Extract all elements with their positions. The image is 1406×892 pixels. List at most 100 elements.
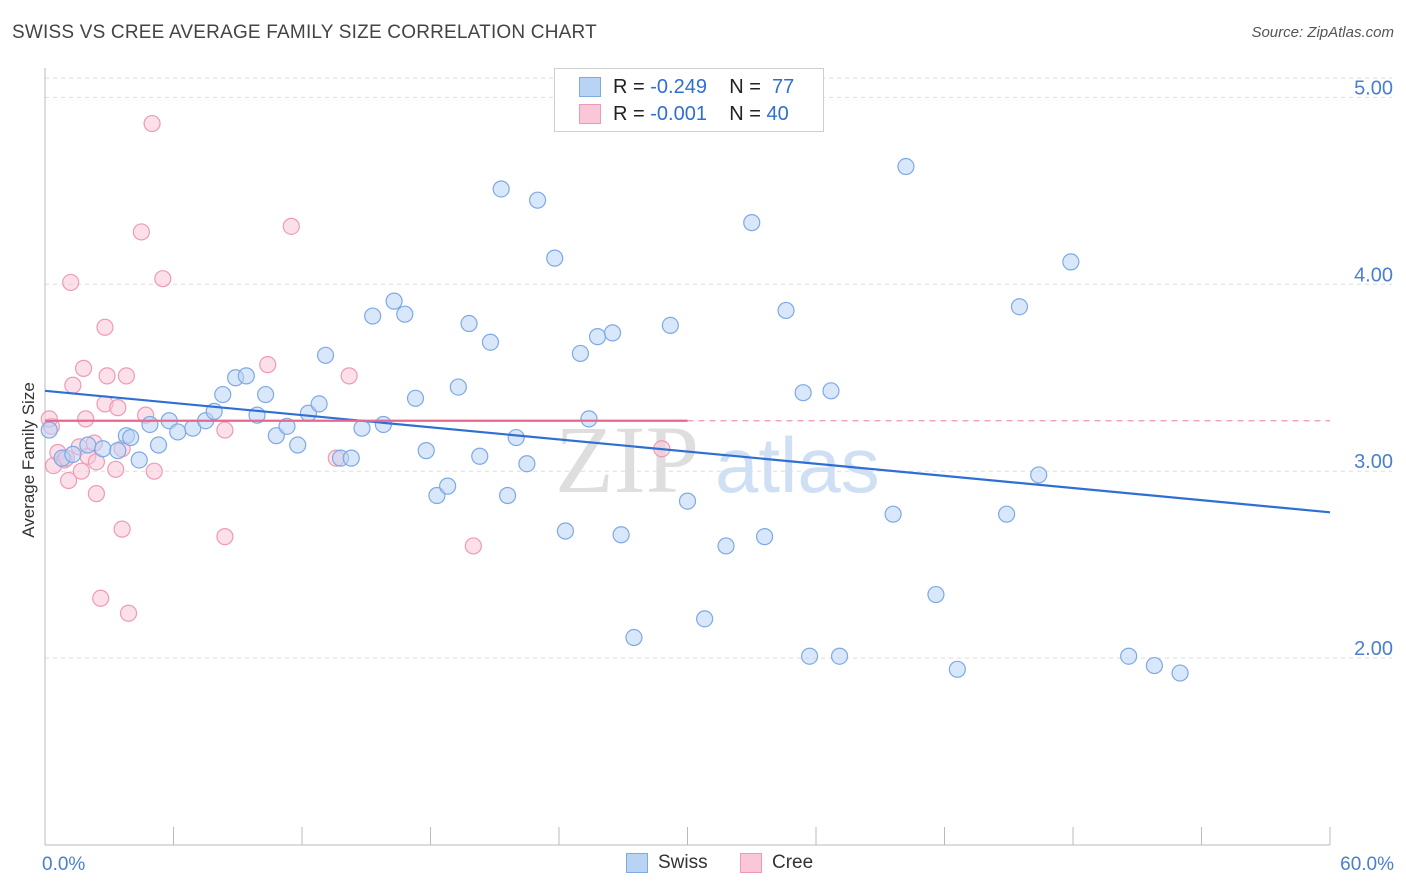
swiss-point [755,528,774,546]
swiss-point [743,214,761,232]
swiss-point [1030,466,1048,484]
swiss-point [603,324,622,342]
cree-point [132,223,150,241]
cree-point [96,318,114,336]
swiss-point [580,410,598,428]
legend-row-swiss: R = -0.249 N = 77 [579,75,794,99]
swiss-point [998,505,1016,523]
swiss-point [396,305,414,323]
swiss-point [439,477,457,495]
swiss-point [278,417,296,435]
legend-r-value: -0.001 [650,102,707,125]
swiss-point [130,451,148,469]
x-tick-label-max: 60.0% [1340,854,1394,875]
y-tick-label: 5.00 [1354,77,1393,99]
cree-point [216,528,234,546]
swiss-point [289,436,307,454]
swiss-swatch [579,77,601,97]
swiss-point [460,314,478,333]
swiss-point [256,385,275,404]
swiss-point [528,191,547,209]
swiss-point [237,367,255,385]
y-tick-label: 4.00 [1354,264,1393,286]
cree-point [259,356,277,374]
y-tick-label: 2.00 [1354,638,1393,660]
cree-legend-label: Cree [772,852,814,873]
swiss-point [588,328,607,346]
swiss-point [342,449,360,467]
swiss-point [948,660,966,678]
swiss-point [79,436,97,454]
swiss-point [1062,253,1080,271]
y-axis-label: Average Family Size [19,382,38,538]
y-tick-labels: 2.00 3.00 4.00 5.00 [1354,77,1393,660]
swiss-point [1120,647,1138,665]
cree-point [62,273,80,292]
trend-lines [44,389,1331,514]
cree-point [154,270,172,288]
swiss-point [385,292,403,310]
swiss-point [884,505,902,523]
watermark-zip: ZIP [555,406,699,513]
swiss-point [417,442,435,460]
swiss-point [518,455,536,473]
cree-swatch [579,104,601,124]
swiss-point [612,526,630,544]
swiss-point [1010,298,1029,316]
cree-point [282,217,300,235]
chart-title: SWISS VS CREE AVERAGE FAMILY SIZE CORREL… [12,22,597,43]
legend-r-label: R = [613,102,645,125]
cree-point [340,367,358,385]
axes [44,68,1331,846]
swiss-point [800,647,819,665]
swiss-point [169,423,187,441]
cree-point [119,604,138,622]
swiss-point [678,492,697,510]
swiss-point [481,333,500,351]
swiss-point [507,428,525,447]
swiss-point [94,440,112,458]
stats-legend: R = -0.249 N = 77 R = -0.001 N = 40 [554,68,824,132]
cree-point [77,410,95,428]
x-tick-label-min: 0.0% [42,854,85,875]
legend-n-label: N = [729,75,761,98]
swiss-points [40,157,1189,682]
swiss-point [471,447,489,465]
swiss-point [214,385,232,404]
swiss-point [927,585,945,604]
swiss-point [1145,656,1163,675]
bottom-legend-swiss: Swiss [626,852,708,874]
cree-point [109,399,127,417]
swiss-point [777,301,795,320]
swiss-point [353,419,371,437]
cree-legend-swatch [740,853,762,873]
swiss-point [364,307,382,325]
swiss-point [310,395,328,413]
swiss-point [556,522,575,540]
legend-n-label: N = [729,102,761,125]
swiss-trend-line [44,389,1331,514]
swiss-point [374,415,392,434]
cree-point [117,367,135,385]
source-note: Source: ZipAtlas.com [1251,24,1394,41]
swiss-point [625,628,643,647]
legend-row-cree: R = -0.001 N = 40 [579,102,789,126]
cree-point [59,471,78,490]
bottom-legend-cree: Cree [740,852,813,874]
swiss-point [571,344,590,363]
swiss-point [499,486,517,505]
cree-point [113,520,131,538]
swiss-legend-label: Swiss [658,852,708,873]
legend-n-value: 77 [772,75,795,98]
swiss-point [449,378,467,396]
legend-n-value: 40 [766,102,789,125]
cree-point [464,537,482,555]
swiss-point [149,436,168,454]
y-tick-label: 3.00 [1354,451,1393,473]
cree-point [145,462,163,480]
legend-r-label: R = [613,75,645,98]
swiss-point [109,442,127,460]
swiss-point [696,610,714,628]
swiss-point [492,180,510,198]
